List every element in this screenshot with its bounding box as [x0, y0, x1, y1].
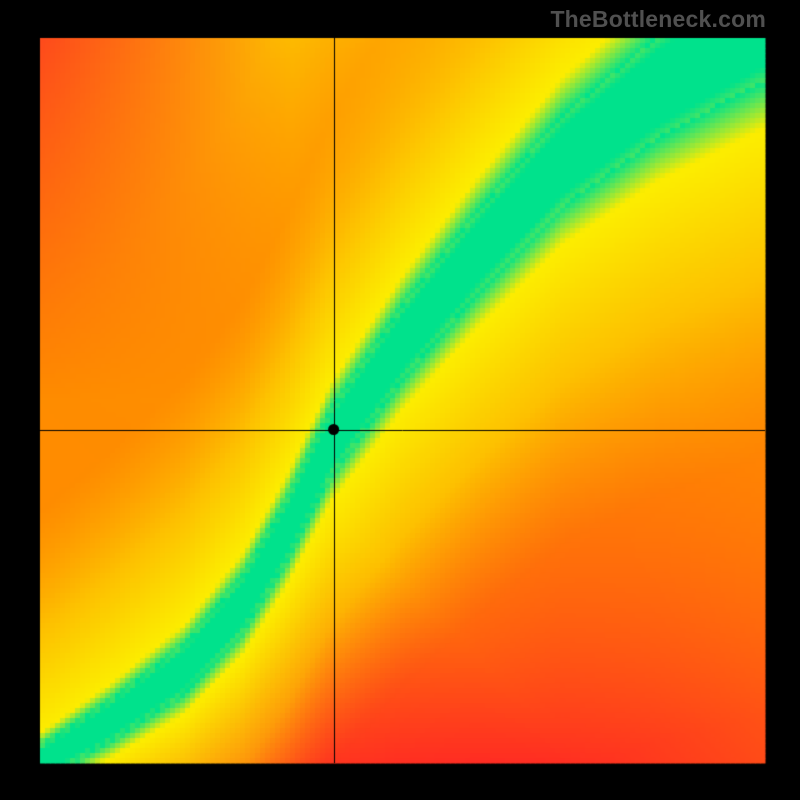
bottleneck-heatmap: [0, 0, 800, 800]
watermark-text: TheBottleneck.com: [550, 6, 766, 33]
chart-container: TheBottleneck.com: [0, 0, 800, 800]
